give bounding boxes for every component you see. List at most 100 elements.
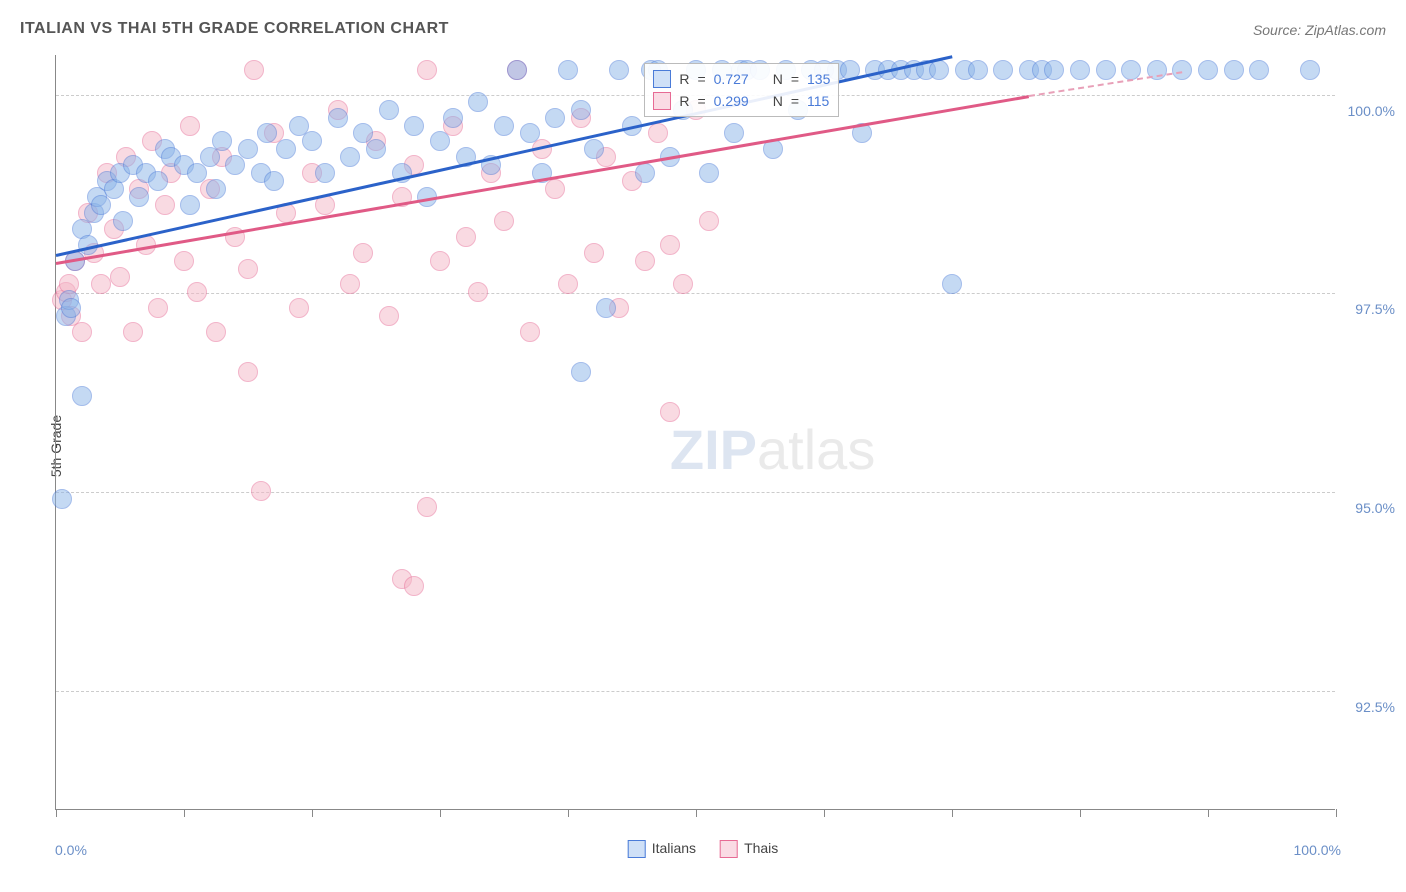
data-point xyxy=(379,306,399,326)
data-point xyxy=(558,60,578,80)
data-point xyxy=(212,131,232,151)
data-point xyxy=(52,489,72,509)
watermark-atlas: atlas xyxy=(757,418,875,481)
x-tick xyxy=(440,809,441,817)
legend-bottom: Italians Thais xyxy=(628,840,779,858)
watermark-zip: ZIP xyxy=(670,418,757,481)
data-point xyxy=(276,139,296,159)
n-letter: N xyxy=(773,93,783,109)
data-point xyxy=(545,179,565,199)
data-point xyxy=(968,60,988,80)
legend-label-italians: Italians xyxy=(652,840,696,856)
data-point xyxy=(494,116,514,136)
data-point xyxy=(123,322,143,342)
data-point xyxy=(1070,60,1090,80)
data-point xyxy=(315,163,335,183)
data-point xyxy=(609,60,629,80)
data-point xyxy=(648,123,668,143)
data-point xyxy=(571,362,591,382)
n-value-italians: 135 xyxy=(807,71,830,87)
data-point xyxy=(366,139,386,159)
data-point xyxy=(417,497,437,517)
eq: = xyxy=(791,71,799,87)
stats-row-thais: R = 0.299 N = 115 xyxy=(653,90,830,112)
data-point xyxy=(468,282,488,302)
data-point xyxy=(456,227,476,247)
data-point xyxy=(238,259,258,279)
data-point xyxy=(545,108,565,128)
data-point xyxy=(289,298,309,318)
data-point xyxy=(353,243,373,263)
data-point xyxy=(1249,60,1269,80)
data-point xyxy=(225,155,245,175)
data-point xyxy=(187,282,207,302)
data-point xyxy=(148,298,168,318)
eq: = xyxy=(697,93,705,109)
data-point xyxy=(699,211,719,231)
legend-label-thais: Thais xyxy=(744,840,778,856)
data-point xyxy=(520,123,540,143)
data-point xyxy=(724,123,744,143)
legend-item-italians: Italians xyxy=(628,840,696,858)
data-point xyxy=(494,211,514,231)
data-point xyxy=(238,139,258,159)
data-point xyxy=(596,298,616,318)
data-point xyxy=(180,195,200,215)
data-point xyxy=(155,195,175,215)
data-point xyxy=(148,171,168,191)
n-letter: N xyxy=(773,71,783,87)
gridline xyxy=(56,293,1335,294)
x-tick xyxy=(1080,809,1081,817)
x-axis-min-label: 0.0% xyxy=(55,842,87,858)
data-point xyxy=(251,481,271,501)
data-point xyxy=(340,274,360,294)
y-tick-label: 92.5% xyxy=(1355,699,1395,715)
data-point xyxy=(520,322,540,342)
data-point xyxy=(1224,60,1244,80)
n-value-thais: 115 xyxy=(807,93,829,109)
data-point xyxy=(430,131,450,151)
r-letter: R xyxy=(679,93,689,109)
data-point xyxy=(340,147,360,167)
data-point xyxy=(61,298,81,318)
data-point xyxy=(571,100,591,120)
data-point xyxy=(302,131,322,151)
legend-item-thais: Thais xyxy=(720,840,778,858)
data-point xyxy=(507,60,527,80)
data-point xyxy=(660,235,680,255)
x-tick xyxy=(568,809,569,817)
data-point xyxy=(929,60,949,80)
data-point xyxy=(443,108,463,128)
data-point xyxy=(174,251,194,271)
x-tick xyxy=(184,809,185,817)
data-point xyxy=(72,322,92,342)
data-point xyxy=(558,274,578,294)
data-point xyxy=(180,116,200,136)
data-point xyxy=(404,116,424,136)
data-point xyxy=(468,92,488,112)
data-point xyxy=(993,60,1013,80)
data-point xyxy=(113,211,133,231)
x-tick xyxy=(1336,809,1337,817)
data-point xyxy=(206,322,226,342)
x-tick xyxy=(952,809,953,817)
x-tick xyxy=(312,809,313,817)
y-tick-label: 100.0% xyxy=(1348,103,1395,119)
plot-area: ZIPatlas R = 0.727 N = 135 R = 0.299 N = xyxy=(55,55,1335,810)
data-point xyxy=(430,251,450,271)
data-point xyxy=(1044,60,1064,80)
data-point xyxy=(417,60,437,80)
x-tick xyxy=(824,809,825,817)
chart-title: ITALIAN VS THAI 5TH GRADE CORRELATION CH… xyxy=(20,20,449,38)
data-point xyxy=(91,274,111,294)
gridline xyxy=(56,691,1335,692)
data-point xyxy=(257,123,277,143)
y-tick-label: 95.0% xyxy=(1355,500,1395,516)
data-point xyxy=(328,108,348,128)
swatch-thais-icon xyxy=(720,840,738,858)
eq: = xyxy=(697,71,705,87)
data-point xyxy=(635,163,655,183)
data-point xyxy=(1300,60,1320,80)
stats-legend: R = 0.727 N = 135 R = 0.299 N = 115 xyxy=(644,63,839,117)
r-value-italians: 0.727 xyxy=(714,71,749,87)
